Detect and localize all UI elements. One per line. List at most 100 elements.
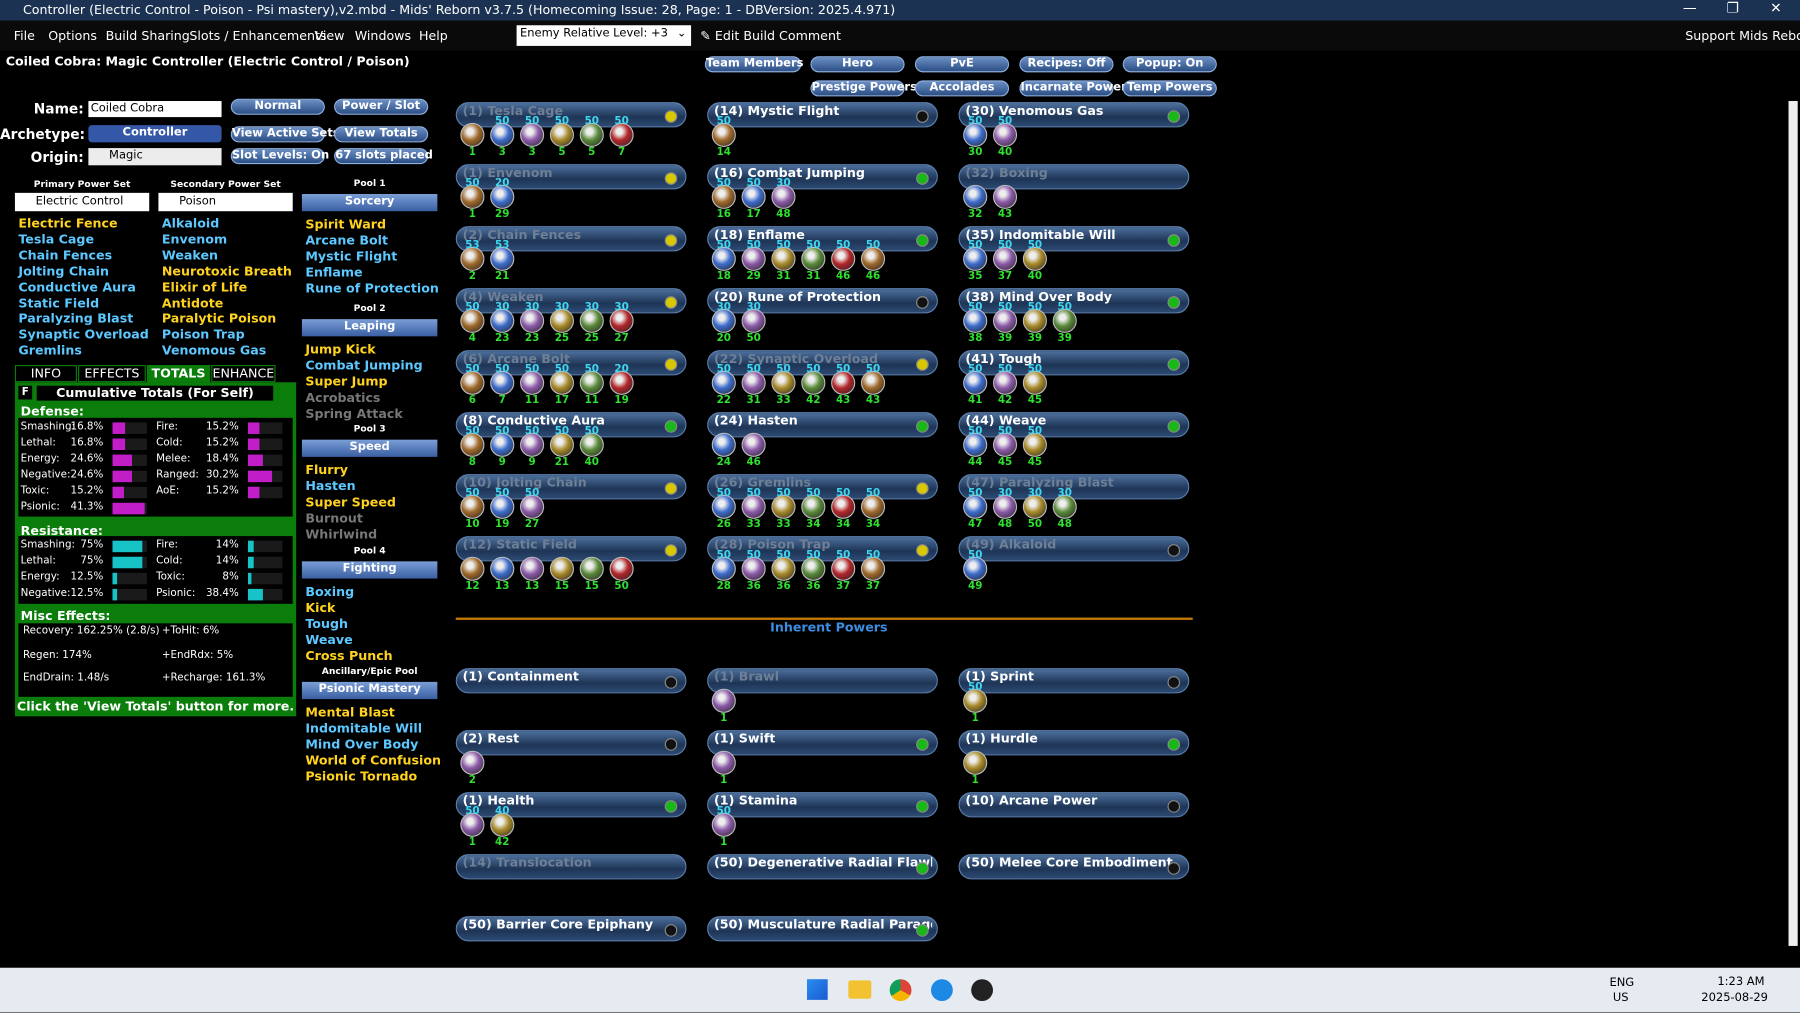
power-name[interactable]: (2) Rest xyxy=(462,731,520,747)
set-power[interactable]: Jolting Chain xyxy=(18,263,109,279)
power-name[interactable]: (22) Synaptic Overload xyxy=(714,351,878,367)
enhancement[interactable] xyxy=(490,246,515,271)
enhancement[interactable] xyxy=(831,494,856,519)
enhancement[interactable] xyxy=(460,246,485,271)
enhancement[interactable] xyxy=(801,494,826,519)
enhancement[interactable] xyxy=(860,494,886,519)
set-select[interactable]: Poison xyxy=(158,192,293,212)
enhancement[interactable] xyxy=(490,812,515,837)
enhancement[interactable] xyxy=(1022,370,1047,395)
enhancement[interactable] xyxy=(741,308,766,333)
set-power[interactable]: Tesla Cage xyxy=(18,231,95,247)
power-name[interactable]: (1) Sprint xyxy=(965,669,1034,685)
enhancement[interactable] xyxy=(963,370,988,395)
enhancement[interactable] xyxy=(1022,432,1047,457)
enhancement[interactable] xyxy=(801,246,826,271)
enhancement[interactable] xyxy=(490,556,515,581)
enhancement[interactable] xyxy=(460,432,485,457)
enhancement[interactable] xyxy=(741,556,766,581)
power-name[interactable]: (1) Brawl xyxy=(714,669,780,685)
pool-power[interactable]: Cross Punch xyxy=(305,648,393,664)
pool-select[interactable]: Psionic Mastery xyxy=(301,681,438,700)
enhancement[interactable] xyxy=(1022,494,1047,519)
enhancement[interactable] xyxy=(520,308,545,333)
enhancement[interactable] xyxy=(963,750,988,775)
pool-power[interactable]: Tough xyxy=(305,616,348,632)
power-name[interactable]: (1) Swift xyxy=(714,731,776,747)
enhancement[interactable] xyxy=(801,556,826,581)
enhancement[interactable] xyxy=(860,370,886,395)
pool-power[interactable]: Combat Jumping xyxy=(305,358,423,373)
top-button[interactable]: Hero xyxy=(810,56,905,73)
enhancement[interactable] xyxy=(711,122,736,147)
tab[interactable]: TOTALS xyxy=(146,365,211,383)
power-slot[interactable] xyxy=(707,916,938,942)
enhancement[interactable] xyxy=(609,556,634,581)
power-name[interactable]: (16) Combat Jumping xyxy=(714,165,865,181)
set-power[interactable]: Paralytic Poison xyxy=(161,311,277,327)
set-power[interactable]: Paralyzing Blast xyxy=(18,311,134,327)
power-name[interactable]: (8) Conductive Aura xyxy=(462,413,605,429)
enhancement[interactable] xyxy=(711,750,736,775)
power-name[interactable]: (1) Envenom xyxy=(462,165,553,181)
enhancement[interactable] xyxy=(460,370,485,395)
tab[interactable]: ENHANCE xyxy=(211,365,276,383)
name-input[interactable]: Coiled Cobra xyxy=(88,101,222,118)
power-slot[interactable] xyxy=(958,668,1190,694)
power-name[interactable]: (26) Gremlins xyxy=(714,475,812,491)
pool-power[interactable]: Indomitable Will xyxy=(305,720,423,736)
power-name[interactable]: (14) Translocation xyxy=(462,855,592,871)
enhancement[interactable] xyxy=(963,184,988,209)
pool-power[interactable]: Super Jump xyxy=(305,374,388,389)
enhancement[interactable] xyxy=(711,246,736,271)
pool-select[interactable]: Speed xyxy=(301,439,438,457)
enhancement[interactable] xyxy=(963,432,988,457)
archetype-select[interactable]: Controller xyxy=(88,125,222,143)
enhancement[interactable] xyxy=(801,370,826,395)
enhancement[interactable] xyxy=(460,122,485,147)
set-power[interactable]: Static Field xyxy=(18,295,100,311)
enhancement[interactable] xyxy=(741,184,766,209)
power-name[interactable]: (14) Mystic Flight xyxy=(714,103,840,119)
top-button[interactable]: Temp Powers xyxy=(1122,80,1217,97)
power-slot[interactable] xyxy=(707,730,938,756)
enhancement[interactable] xyxy=(963,308,988,333)
enhancement[interactable] xyxy=(711,308,736,333)
enhancement[interactable] xyxy=(490,494,515,519)
menu-item[interactable]: Build Sharing xyxy=(105,28,190,44)
enhancement[interactable] xyxy=(771,494,796,519)
totals-flag[interactable]: F xyxy=(18,385,33,400)
enhancement[interactable] xyxy=(992,494,1018,519)
build-button[interactable]: 67 slots placed xyxy=(334,148,433,165)
enhancement[interactable] xyxy=(711,432,736,457)
power-name[interactable]: (50) Barrier Core Epiphany xyxy=(462,917,654,933)
power-slot[interactable] xyxy=(455,226,687,252)
set-power[interactable]: Weaken xyxy=(161,247,219,263)
enhancement[interactable] xyxy=(711,688,736,713)
enhancement[interactable] xyxy=(520,556,545,581)
enhancement[interactable] xyxy=(992,370,1018,395)
power-name[interactable]: (30) Venomous Gas xyxy=(965,103,1104,119)
enhancement[interactable] xyxy=(771,370,796,395)
power-slot[interactable] xyxy=(455,916,687,942)
power-name[interactable]: (24) Hasten xyxy=(714,413,798,429)
enhancement[interactable] xyxy=(992,432,1018,457)
power-name[interactable]: (1) Hurdle xyxy=(965,731,1038,747)
power-slot[interactable] xyxy=(707,854,938,880)
enhancement[interactable] xyxy=(609,122,634,147)
set-power[interactable]: Elixir of Life xyxy=(161,279,248,295)
pool-power[interactable]: Spring Attack xyxy=(305,405,403,421)
enhancement[interactable] xyxy=(579,432,604,457)
power-slot[interactable] xyxy=(958,730,1190,756)
power-slot[interactable] xyxy=(455,668,687,694)
set-power[interactable]: Venomous Gas xyxy=(161,343,267,359)
pool-power[interactable]: Mental Blast xyxy=(305,704,395,720)
pool-power[interactable]: Spirit Ward xyxy=(305,216,387,232)
set-power[interactable]: Electric Fence xyxy=(18,215,118,231)
power-slot[interactable] xyxy=(455,792,687,818)
enhancement[interactable] xyxy=(520,494,545,519)
enhancement[interactable] xyxy=(992,308,1018,333)
enhancement[interactable] xyxy=(831,246,856,271)
enhancement[interactable] xyxy=(860,556,886,581)
enhancement[interactable] xyxy=(963,122,988,147)
